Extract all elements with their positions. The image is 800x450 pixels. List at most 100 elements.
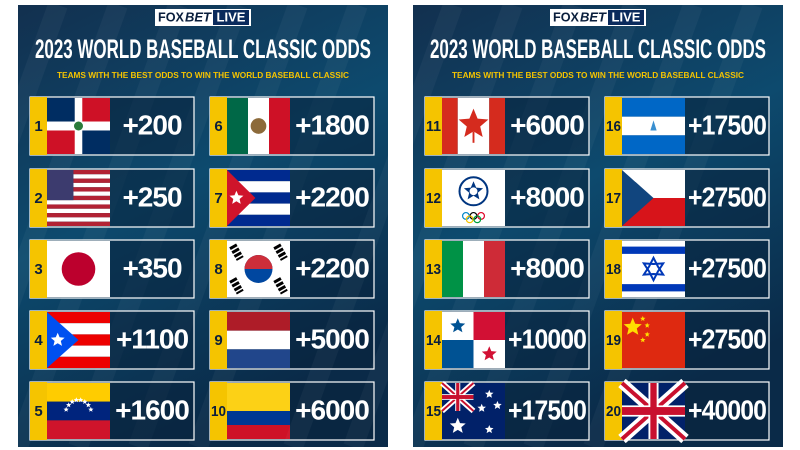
odds: +1800 [295, 109, 369, 140]
rank-strip [210, 382, 227, 440]
decor-stripe [0, 1, 68, 195]
flag [622, 312, 685, 368]
flag-part [47, 204, 110, 209]
flag [227, 170, 290, 226]
flag-part [47, 312, 110, 324]
flag-part [227, 383, 290, 411]
rank-strip [605, 382, 622, 440]
entry: 10 +6000 [209, 381, 375, 441]
subtitle: TEAMS WITH THE BEST ODDS TO WIN THE WORL… [57, 71, 349, 80]
flag-part [450, 318, 466, 333]
flag-part [484, 241, 505, 297]
flag-part [227, 203, 290, 215]
entry: 19 +27500 [604, 310, 770, 370]
entry: 16 +17500 [604, 96, 770, 156]
rank: 17 [606, 190, 621, 207]
flag-part [473, 312, 505, 340]
flag-part [229, 277, 244, 295]
flag-part [78, 126, 110, 154]
logo-bet: BET [580, 9, 607, 24]
flag [227, 383, 290, 439]
odds: +27500 [688, 181, 766, 212]
entry: 3 +350 [29, 239, 195, 299]
rank: 2 [34, 190, 42, 207]
flag-part [227, 312, 290, 331]
decor-stripe [283, 1, 463, 450]
flag [442, 98, 505, 154]
panel: FOX BET LIVE 2023 WORLD BASEBALL CLASSIC OD… [0, 1, 388, 450]
flag-part [485, 389, 494, 398]
flag-part [66, 402, 72, 408]
flag-part [69, 399, 75, 404]
rank-strip [425, 382, 442, 440]
odds: +6000 [510, 109, 584, 140]
flag-part [47, 345, 110, 357]
flag [618, 378, 689, 444]
flag [227, 241, 290, 297]
flag-part [458, 108, 489, 137]
odds: +40000 [688, 394, 766, 425]
flag-part [644, 331, 650, 337]
flag-part [485, 425, 494, 434]
flag-part [229, 243, 244, 261]
entry: 1 +200 [29, 96, 195, 156]
rank: 15 [426, 403, 441, 420]
flag-part [472, 131, 475, 143]
title: 2023 WORLD BASEBALL CLASSIC ODDS [35, 34, 371, 64]
subtitle: TEAMS WITH THE BEST ODDS TO WIN THE WORL… [452, 71, 744, 80]
rank-strip [210, 311, 227, 369]
odds: +250 [122, 181, 181, 212]
odds: +2200 [295, 181, 369, 212]
rank-strip [210, 240, 227, 298]
flag-part [473, 98, 490, 154]
flag-part [73, 397, 79, 403]
flag-part [465, 215, 474, 224]
entry: 7 +2200 [209, 168, 375, 228]
entry: 11 +6000 [424, 96, 590, 156]
flag-part [47, 191, 110, 196]
flag [47, 312, 110, 368]
odds: +10000 [508, 323, 586, 354]
flag-part [227, 411, 290, 425]
flag-part [489, 98, 505, 154]
flag-part [47, 182, 110, 188]
flag-part [644, 322, 650, 328]
flag-part [622, 98, 685, 117]
rank-strip [605, 97, 622, 155]
flag-part [47, 383, 110, 402]
logo-fox: FOX [553, 9, 579, 24]
flag-part [493, 400, 502, 409]
rank: 13 [426, 261, 441, 278]
odds: +27500 [688, 252, 766, 283]
odds: +6000 [295, 394, 369, 425]
flag-part [622, 407, 685, 415]
flag-part [622, 312, 685, 368]
entry: 18 +27500 [604, 239, 770, 299]
flag-part [47, 213, 110, 218]
entry: 5 +1600 [29, 381, 195, 441]
flag-part [47, 126, 79, 154]
rank-strip [210, 169, 227, 227]
flag-part [47, 221, 110, 226]
flag [227, 312, 290, 368]
flag-part [82, 399, 88, 404]
rank: 11 [426, 118, 441, 135]
entry: 2 +250 [29, 168, 195, 228]
flag-part [85, 402, 91, 408]
flag-part [47, 178, 110, 183]
entry: 8 +2200 [209, 239, 375, 299]
title: 2023 WORLD BASEBALL CLASSIC ODDS [430, 34, 766, 64]
rank-strip [605, 240, 622, 298]
flag-part [641, 262, 666, 283]
flag-part [47, 323, 110, 335]
flag [442, 241, 505, 297]
flag-part [442, 98, 458, 154]
flag [442, 312, 505, 368]
flag-part [227, 192, 290, 204]
flag-part [622, 246, 685, 254]
odds: +27500 [688, 323, 766, 354]
rank-strip [30, 240, 47, 298]
flag-part [47, 98, 79, 126]
odds: +17500 [688, 109, 766, 140]
